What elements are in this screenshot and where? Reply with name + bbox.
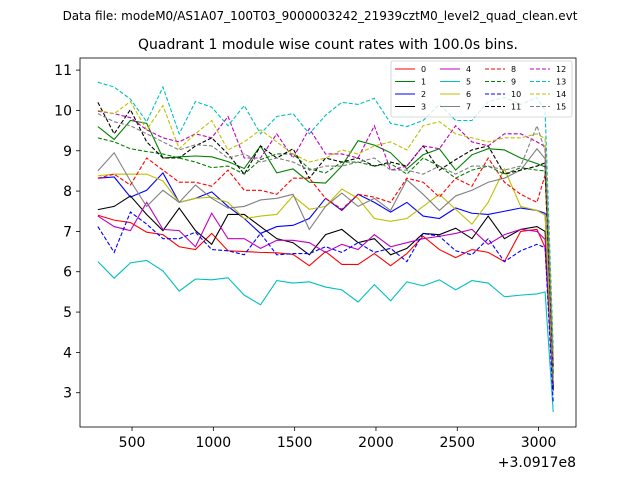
x-tick-label: 3000 — [521, 435, 557, 451]
axes-frame — [79, 57, 577, 428]
y-tick-label: 8 — [63, 184, 72, 200]
series-line-14 — [97, 100, 554, 357]
series-line-9 — [97, 137, 554, 373]
series-line-3 — [97, 195, 554, 389]
legend-label-0: 0 — [421, 65, 426, 74]
x-tick-label: 2000 — [358, 435, 394, 451]
y-tick-label: 7 — [63, 224, 72, 240]
y-tick-label: 11 — [54, 63, 72, 79]
legend-label-15: 15 — [556, 103, 566, 112]
legend-label-12: 12 — [556, 65, 566, 74]
legend-label-9: 9 — [511, 78, 516, 87]
series-line-11 — [97, 102, 554, 369]
legend-label-1: 1 — [421, 78, 426, 87]
plot-lines — [97, 81, 554, 413]
x-tick-label: 500 — [119, 435, 146, 451]
legend-label-8: 8 — [511, 65, 516, 74]
series-line-10 — [97, 211, 554, 403]
y-tick-label: 9 — [63, 144, 72, 160]
x-tick-label: 1000 — [196, 435, 232, 451]
legend-label-6: 6 — [466, 90, 471, 99]
legend-label-3: 3 — [421, 103, 426, 112]
series-line-0 — [97, 214, 554, 383]
x-tick-label: 1500 — [277, 435, 313, 451]
legend-label-14: 14 — [556, 90, 566, 99]
y-tick-label: 6 — [63, 265, 72, 281]
x-axis: 500 1000 1500 2000 2500 3000 — [119, 427, 557, 451]
y-tick-label: 4 — [63, 345, 72, 361]
series-line-2 — [97, 172, 554, 391]
y-tick-label: 3 — [63, 386, 72, 402]
legend-label-2: 2 — [421, 90, 426, 99]
series-line-4 — [97, 201, 554, 385]
x-tick-label: 2500 — [439, 435, 475, 451]
y-axis: 3 4 5 6 7 8 9 10 11 — [54, 63, 80, 402]
series-line-7 — [97, 147, 554, 379]
legend-label-10: 10 — [511, 90, 521, 99]
legend-box — [390, 60, 573, 118]
legend-label-4: 4 — [466, 65, 471, 74]
series-line-8 — [97, 156, 554, 375]
series-line-15 — [97, 113, 554, 365]
series-line-12 — [97, 110, 554, 361]
series-line-13 — [97, 81, 554, 349]
series-line-1 — [97, 119, 554, 387]
y-tick-label: 10 — [54, 103, 72, 119]
legend-label-11: 11 — [511, 103, 521, 112]
chart-title: Quadrant 1 module wise count rates with … — [138, 37, 518, 53]
legend-label-13: 13 — [556, 78, 566, 87]
legend-label-5: 5 — [466, 78, 471, 87]
legend-label-7: 7 — [466, 103, 471, 112]
x-axis-offset-label: +3.0917e8 — [498, 455, 576, 471]
series-line-6 — [97, 167, 554, 381]
y-tick-label: 5 — [63, 305, 72, 321]
series-line-5 — [97, 259, 554, 413]
chart-suptitle: Data file: modeM0/AS1A07_100T03_90000032… — [63, 9, 578, 23]
